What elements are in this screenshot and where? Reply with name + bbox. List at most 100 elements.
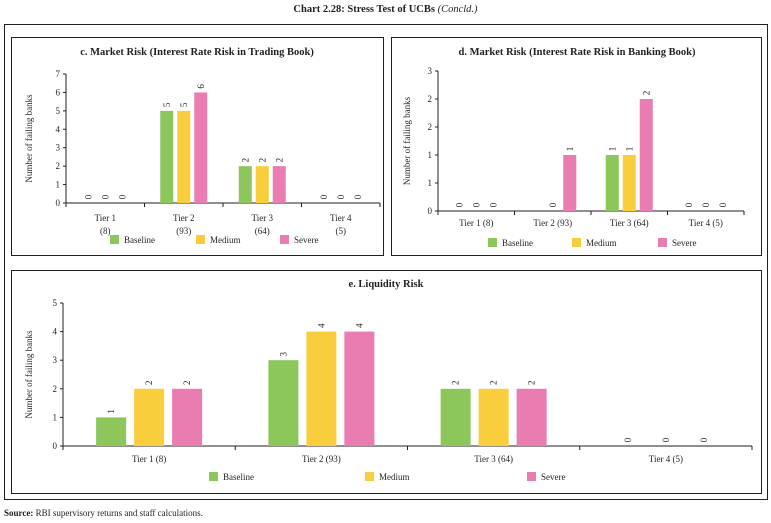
data-label: 0 (718, 202, 728, 207)
data-label: 0 (661, 437, 671, 442)
legend-label-medium: Medium (379, 472, 410, 482)
y-tick-label: 6 (56, 87, 61, 97)
x-tick-label: Tier 2 (93) (533, 218, 572, 228)
x-tick-label: (8) (100, 226, 111, 236)
legend-label-severe: Severe (672, 238, 697, 248)
legend-swatch-severe (527, 472, 536, 481)
legend-label-medium: Medium (210, 235, 241, 245)
legend-label-severe: Severe (294, 235, 319, 245)
y-axis-label: Number of failing banks (402, 96, 412, 185)
y-tick-label: 5 (53, 298, 58, 308)
data-label: 2 (257, 158, 267, 163)
y-tick-label: 1 (53, 412, 58, 422)
bar-medium (177, 110, 191, 203)
chart-market-risk-banking: d. Market Risk (Interest Rate Risk in Ba… (402, 47, 745, 248)
data-label: 0 (454, 202, 464, 207)
chart-liquidity-risk: e. Liquidity Risk Number of failing banks… (24, 279, 753, 482)
data-label: 2 (451, 381, 461, 386)
legend-label-severe: Severe (541, 472, 566, 482)
legend-swatch-baseline (209, 472, 218, 481)
x-tick-label: Tier 1 (8) (132, 454, 166, 464)
y-tick-label: 1 (428, 150, 433, 160)
bar-medium (478, 388, 509, 446)
source-text: RBI supervisory returns and staff calcul… (35, 508, 203, 518)
x-tick-label: Tier 3 (64) (610, 218, 649, 228)
y-tick-label: 2 (56, 161, 61, 171)
data-label: 4 (316, 323, 326, 328)
bar-baseline (160, 110, 174, 203)
legend-swatch-baseline (110, 235, 119, 244)
bar-medium (134, 388, 165, 446)
chart-market-risk-trading: c. Market Risk (Interest Rate Risk in Tr… (24, 47, 381, 245)
bar-baseline (238, 166, 252, 203)
source-label: Source: (4, 508, 34, 518)
bar-severe (344, 331, 375, 446)
data-label: 2 (489, 381, 499, 386)
y-tick-label: 0 (53, 441, 58, 451)
bar-baseline (96, 417, 127, 446)
data-label: 1 (624, 147, 634, 152)
bar-medium (255, 166, 269, 203)
bar-severe (194, 92, 208, 203)
panel-market-risk-banking: d. Market Risk (Interest Rate Risk in Ba… (391, 37, 762, 256)
y-tick-label: 1 (428, 178, 433, 188)
y-tick-label: 2 (428, 94, 433, 104)
data-label: 5 (162, 102, 172, 107)
chart-title: d. Market Risk (Interest Rate Risk in Ba… (459, 47, 696, 58)
bar-severe (516, 388, 547, 446)
bar-baseline (440, 388, 471, 446)
y-tick-label: 3 (56, 143, 61, 153)
x-tick-label: Tier 4 (330, 213, 352, 223)
data-label: 1 (607, 147, 617, 152)
chart-frame (4, 24, 768, 500)
main-title-suffix: (Concld.) (437, 4, 478, 15)
data-label: 2 (182, 381, 192, 386)
data-label: 0 (684, 202, 694, 207)
data-label: 0 (319, 194, 329, 199)
y-tick-label: 3 (53, 355, 58, 365)
data-label: 5 (179, 102, 189, 107)
bar-severe (563, 155, 577, 211)
y-tick-label: 0 (56, 198, 61, 208)
data-label: 1 (565, 147, 575, 152)
data-label: 2 (641, 91, 651, 96)
bar-severe (272, 166, 286, 203)
x-tick-label: (64) (255, 226, 270, 236)
legend-swatch-medium (572, 238, 581, 247)
y-tick-label: 5 (56, 106, 61, 116)
legend-swatch-medium (365, 472, 374, 481)
legend-label-baseline: Baseline (223, 472, 254, 482)
data-label: 0 (471, 202, 481, 207)
data-label: 0 (83, 194, 93, 199)
data-label: 4 (354, 323, 364, 328)
x-tick-label: Tier 4 (5) (649, 454, 683, 464)
panel-market-risk-trading: c. Market Risk (Interest Rate Risk in Tr… (11, 37, 384, 256)
bar-baseline (268, 360, 299, 446)
source-note: Source: RBI supervisory returns and staf… (4, 508, 203, 518)
y-tick-label: 4 (53, 327, 58, 337)
data-label: 0 (336, 194, 346, 199)
y-tick-label: 1 (56, 180, 61, 190)
data-label: 0 (548, 202, 558, 207)
data-label: 3 (278, 351, 288, 356)
x-tick-label: Tier 2 (173, 213, 194, 223)
y-tick-label: 2 (53, 384, 58, 394)
data-label: 2 (240, 158, 250, 163)
legend-swatch-severe (280, 235, 289, 244)
x-tick-label: Tier 1 (8) (459, 218, 493, 228)
y-tick-label: 0 (428, 206, 433, 216)
bar-severe (639, 99, 653, 211)
data-label: 2 (274, 158, 284, 163)
data-label: 1 (106, 409, 116, 414)
x-tick-label: Tier 3 (252, 213, 274, 223)
legend-swatch-baseline (488, 238, 497, 247)
y-tick-label: 3 (428, 66, 433, 76)
x-tick-label: Tier 1 (95, 213, 116, 223)
x-tick-label: (5) (336, 226, 347, 236)
legend-label-medium: Medium (586, 238, 617, 248)
data-label: 6 (196, 84, 206, 89)
x-tick-label: Tier 4 (5) (689, 218, 723, 228)
y-tick-label: 4 (56, 124, 61, 134)
x-tick-label: Tier 3 (64) (474, 454, 513, 464)
data-label: 0 (488, 202, 498, 207)
